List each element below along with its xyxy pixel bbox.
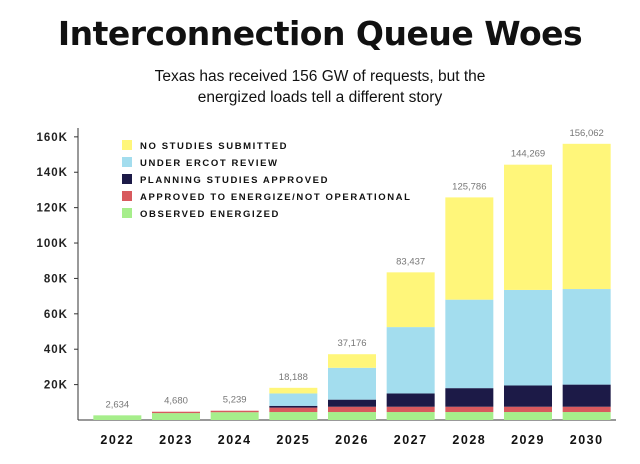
subtitle-line-1: Texas has received 156 GW of requests, b… xyxy=(154,68,486,85)
bar-total-label: 5,239 xyxy=(223,395,247,406)
legend-swatch xyxy=(122,191,132,201)
bar-segment xyxy=(93,415,142,420)
bar-total-label: 2,634 xyxy=(105,399,129,410)
legend-swatch xyxy=(122,174,132,184)
bar-segment xyxy=(386,412,435,420)
y-tick-label: 60K xyxy=(44,309,68,321)
bar-segment xyxy=(328,399,376,407)
legend-label: APPROVED TO ENERGIZE/NOT OPERATIONAL xyxy=(140,192,412,203)
legend-label: UNDER ERCOT REVIEW xyxy=(140,158,279,169)
bar-segment xyxy=(386,406,435,413)
bar-segment xyxy=(386,327,435,394)
bar-segment xyxy=(504,164,552,290)
bar-segment xyxy=(269,412,318,420)
y-tick-label: 40K xyxy=(44,344,68,356)
bar-segment xyxy=(562,289,611,385)
bar-segment xyxy=(152,411,200,414)
bar-segment xyxy=(504,406,552,413)
chart-title: Interconnection Queue Woes xyxy=(57,14,583,53)
bar-segment xyxy=(386,272,435,328)
bar-segment xyxy=(445,412,494,420)
bar-total-label: 37,176 xyxy=(337,338,366,349)
chart-subtitle: Texas has received 156 GW of requests, b… xyxy=(0,66,640,108)
legend-swatch xyxy=(122,140,132,150)
legend-label: NO STUDIES SUBMITTED xyxy=(140,141,288,152)
bar-segment xyxy=(504,385,552,407)
bar-segment xyxy=(504,412,552,420)
legend-label: PLANNING STUDIES APPROVED xyxy=(140,175,329,186)
y-tick-label: 140K xyxy=(37,167,69,179)
bar-total-label: 18,188 xyxy=(279,372,308,383)
bar-segment xyxy=(328,367,376,400)
legend: NO STUDIES SUBMITTED UNDER ERCOT REVIEW PL… xyxy=(122,140,412,220)
y-tick-label: 120K xyxy=(37,203,69,215)
bar-total-label: 83,437 xyxy=(396,256,425,267)
bar-segment xyxy=(328,406,376,413)
axis-layer: 20K 40K 60K 80K 100K 120K 140K 160K xyxy=(37,128,616,421)
bars-layer xyxy=(93,143,611,420)
subtitle-line-2: energized loads tell a different story xyxy=(197,89,443,106)
bar-segment xyxy=(562,384,611,407)
bar-segment xyxy=(269,387,318,394)
y-tick-label: 160K xyxy=(37,132,69,144)
bar-segment xyxy=(152,413,200,420)
bar-segment xyxy=(269,393,318,406)
bar-total-label: 4,680 xyxy=(164,396,188,407)
legend-label: OBSERVED ENERGIZED xyxy=(140,209,280,220)
bar-segment xyxy=(562,412,611,420)
bar-total-label: 156,062 xyxy=(569,128,603,139)
bar-segment xyxy=(386,393,435,407)
x-category-label: 2029 xyxy=(511,433,545,447)
bar-segment xyxy=(445,299,494,389)
bar-segment xyxy=(210,410,259,413)
x-category-label: 2028 xyxy=(452,433,486,447)
bar-segment xyxy=(504,289,552,386)
x-category-label: 2022 xyxy=(100,433,134,447)
x-category-label: 2030 xyxy=(570,433,604,447)
bar-segment xyxy=(210,412,259,420)
y-tick-label: 80K xyxy=(44,273,68,285)
bar-total-label: 125,786 xyxy=(452,181,486,192)
legend-swatch xyxy=(122,157,132,167)
bar-total-label: 144,269 xyxy=(511,149,545,160)
y-tick-label: 20K xyxy=(44,380,68,392)
bar-segment xyxy=(445,406,494,413)
x-category-label: 2026 xyxy=(335,433,369,447)
bar-segment xyxy=(328,412,376,420)
labels-layer: 2,634 2022 4,680 2023 5,239 2024 18,188 2025 37,… xyxy=(100,128,603,447)
bar-segment xyxy=(562,406,611,413)
bar-segment xyxy=(269,407,318,413)
x-category-label: 2027 xyxy=(394,433,428,447)
legend-swatch xyxy=(122,208,132,218)
y-tick-label: 100K xyxy=(37,238,69,250)
bar-segment xyxy=(269,405,318,408)
bar-segment xyxy=(445,197,494,300)
bar-segment xyxy=(562,143,611,290)
x-category-label: 2025 xyxy=(276,433,310,447)
bar-segment xyxy=(328,354,376,368)
bar-segment xyxy=(445,388,494,407)
x-category-label: 2023 xyxy=(159,433,193,447)
x-category-label: 2024 xyxy=(218,433,252,447)
